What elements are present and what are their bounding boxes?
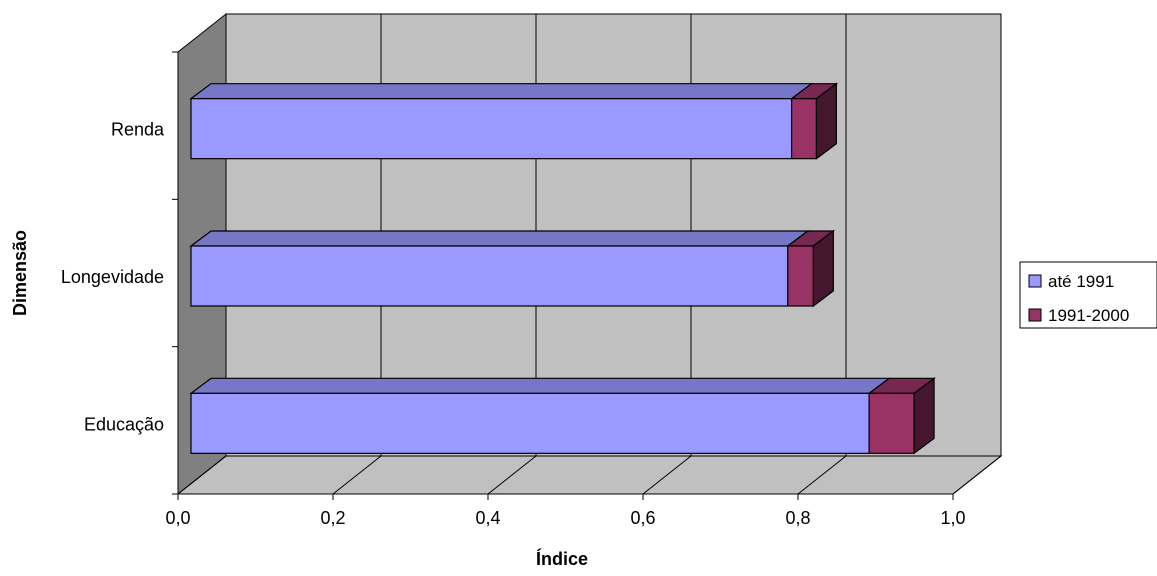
floor-gridline [642, 455, 692, 495]
legend-swatch [1028, 308, 1042, 322]
x-tick-label: 0,4 [475, 508, 500, 528]
bars [189, 82, 936, 455]
y-axis-title: Dimensão [10, 230, 30, 316]
floor-gridline [487, 455, 537, 495]
legend-label: até 1991 [1048, 272, 1114, 291]
floor-gridline [952, 455, 1002, 495]
legend-frame [1019, 261, 1157, 329]
y-tick-label: Educação [84, 414, 164, 434]
bar-segment [190, 392, 870, 454]
bar-segment [787, 245, 814, 307]
x-tick-labels: 0,0 0,2 0,4 0,6 0,8 1,0 [165, 508, 965, 528]
x-axis-title: Índice [536, 548, 588, 569]
legend: até 1991 1991-2000 [1019, 261, 1157, 329]
bar-top-face [189, 377, 891, 394]
floor-gridline [332, 455, 382, 495]
bar-side-face [812, 229, 834, 308]
x-tick-label: 0,6 [630, 508, 655, 528]
floor-gridline [177, 455, 227, 495]
bar-segment [190, 98, 793, 160]
x-tick-label: 1,0 [940, 508, 965, 528]
bar-side-face [815, 82, 838, 160]
bar-top-face [189, 83, 814, 100]
floor-gridline [797, 455, 847, 495]
bar-top-face [189, 230, 810, 247]
legend-label: 1991-2000 [1048, 306, 1129, 325]
x-tick-label: 0,2 [320, 508, 345, 528]
y-tick-label: Renda [111, 120, 165, 140]
y-tick-label: Longevidade [61, 267, 164, 287]
bar-segment [190, 245, 789, 307]
x-tick-label: 0,8 [785, 508, 810, 528]
bar-segment [868, 392, 915, 454]
y-tick-labels: Educação Longevidade Renda [61, 120, 165, 435]
bar-side-face [913, 377, 935, 455]
bar-segment [791, 98, 818, 160]
legend-swatch [1028, 274, 1042, 288]
axes [172, 51, 954, 500]
floor [176, 455, 1003, 495]
x-tick-label: 0,0 [165, 508, 190, 528]
